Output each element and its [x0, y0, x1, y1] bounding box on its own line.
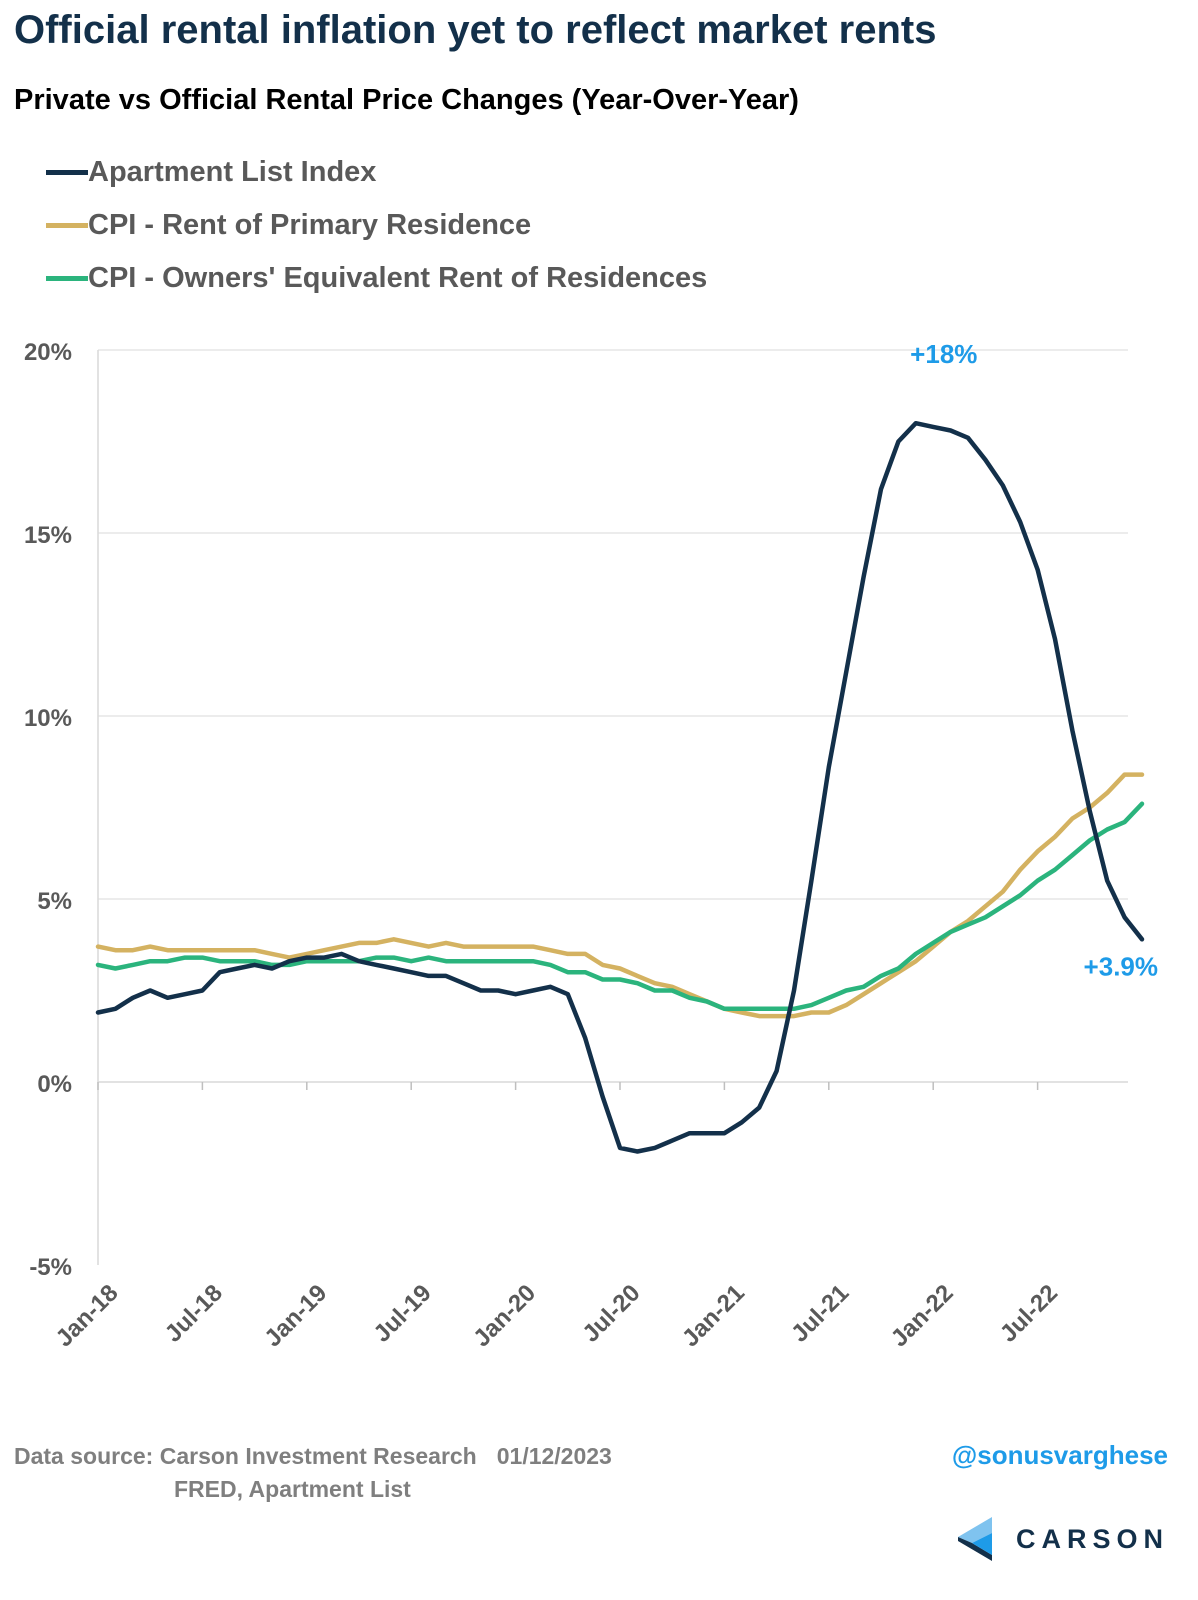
source-date: 01/12/2023	[496, 1443, 612, 1469]
source-line-2: FRED, Apartment List	[174, 1476, 411, 1502]
x-tick-label: Jul-18	[160, 1279, 228, 1347]
chart-title: Official rental inflation yet to reflect…	[14, 8, 937, 52]
legend-swatch-cpi-oer	[46, 276, 88, 281]
legend-label-apartment-list: Apartment List Index	[88, 156, 377, 188]
chart-subtitle: Private vs Official Rental Price Changes…	[14, 84, 799, 116]
data-source: Data source: Carson Investment Research 0…	[14, 1440, 612, 1506]
x-tick-label: Jan-20	[468, 1279, 541, 1352]
x-tick-label: Jul-22	[995, 1279, 1063, 1347]
x-tick-label: Jan-19	[259, 1279, 332, 1352]
carson-brand-name: CARSON	[1016, 1523, 1170, 1554]
annotation-latest: +3.9%	[1084, 951, 1158, 981]
series-line-cpi-rent-of-primary-residence	[95, 772, 1145, 1019]
legend: Apartment List Index CPI - Rent of Prima…	[46, 146, 707, 305]
carson-logo-icon	[958, 1517, 992, 1561]
annotation-peak-line2: +18%	[910, 339, 977, 369]
legend-item-apartment-list: Apartment List Index	[46, 146, 707, 199]
x-tick-label: Jul-19	[369, 1279, 437, 1347]
social-handle[interactable]: @sonusvarghese	[951, 1440, 1168, 1470]
legend-item-cpi-oer: CPI - Owners' Equivalent Rent of Residen…	[46, 252, 707, 305]
series-line-cpi-owners-equivalent-rent-of-residences	[95, 801, 1145, 1012]
y-tick-label: 15%	[24, 522, 72, 549]
legend-swatch-apartment-list	[46, 170, 88, 175]
y-tick-label: 5%	[37, 888, 72, 915]
legend-label-cpi-rent: CPI - Rent of Primary Residence	[88, 209, 532, 241]
y-tick-label: 0%	[37, 1071, 72, 1098]
legend-item-cpi-rent: CPI - Rent of Primary Residence	[46, 199, 707, 252]
y-tick-label: 20%	[24, 339, 72, 366]
x-tick-label: Jul-20	[577, 1279, 645, 1347]
x-tick-label: Jan-18	[51, 1279, 124, 1352]
annotation-peak-line1: Peaked at	[913, 330, 1035, 335]
carson-logo: CARSON	[958, 1517, 1169, 1561]
series-line-apartment-list-index	[95, 420, 1145, 1154]
y-tick-label: -5%	[29, 1254, 72, 1281]
y-tick-label: 10%	[24, 705, 72, 732]
source-line-1: Data source: Carson Investment Research	[14, 1443, 477, 1469]
x-tick-label: Jan-22	[886, 1279, 959, 1352]
legend-swatch-cpi-rent	[46, 223, 88, 228]
line-chart: -5% 0% 5% 10% 15% 20% Jan-18 Jul-18 Jan-19 Jul-19…	[24, 330, 1158, 1352]
x-tick-label: Jan-21	[677, 1279, 750, 1352]
x-tick-label: Jul-21	[786, 1279, 854, 1347]
legend-label-cpi-oer: CPI - Owners' Equivalent Rent of Residen…	[88, 262, 708, 294]
